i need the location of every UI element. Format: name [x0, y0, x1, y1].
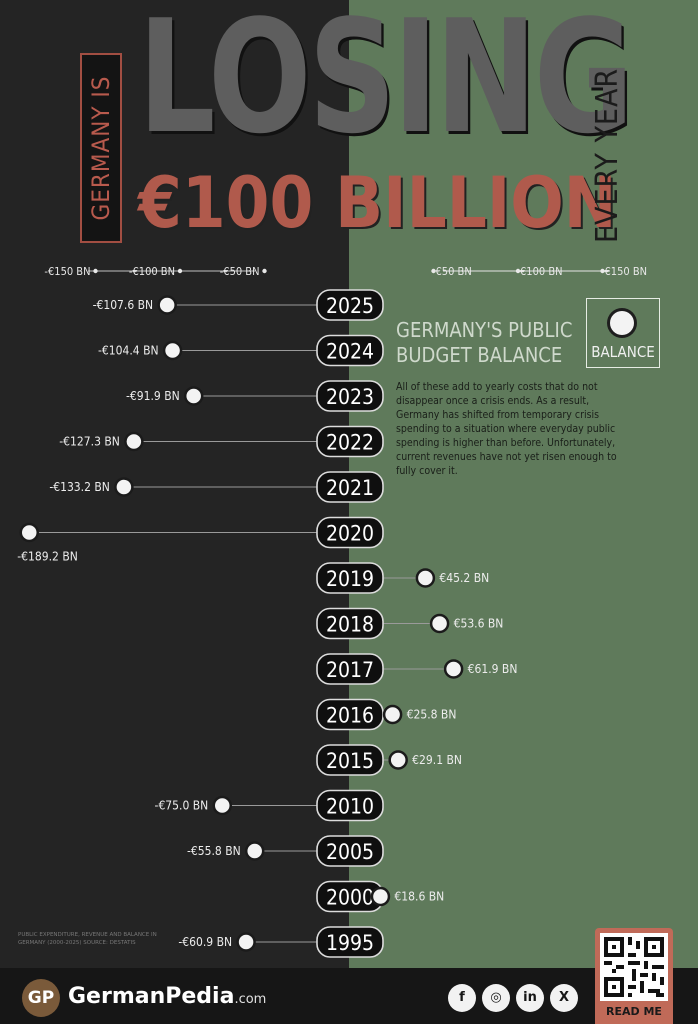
read-me-qr[interactable]: READ ME	[595, 928, 673, 1024]
value-label-2019: €45.2 BN	[439, 571, 489, 585]
year-label-2021: 2021	[326, 476, 374, 500]
year-pill-1995	[316, 926, 384, 958]
value-label-2025: -€107.6 BN	[93, 298, 154, 312]
amount-headline: €100 BILLION	[138, 162, 617, 244]
budget-balance-chart: -€150 BN -€100 BN -€50 BN €50 BN €100 BN €150…	[17, 265, 648, 958]
axis-tick-label-2: -€50 BN	[220, 265, 260, 278]
axis-tick-label-1: -€100 BN	[129, 265, 175, 278]
year-pill-2005	[316, 835, 384, 867]
axis-tick-label-5: €150 BN	[605, 265, 648, 278]
year-pill-2021	[316, 471, 384, 503]
data-point-2017	[443, 659, 464, 679]
year-label-2016: 2016	[326, 704, 374, 728]
read-me-label: READ ME	[606, 1005, 662, 1018]
data-point-2025	[157, 295, 177, 315]
data-point-2019	[415, 568, 436, 588]
footer	[0, 968, 698, 1024]
value-label-2022: -€127.3 BN	[59, 435, 120, 449]
value-label-1995: -€60.9 BN	[178, 935, 232, 949]
axis-tick-2	[262, 268, 267, 274]
axis-tick-1	[177, 268, 183, 274]
data-point-2018	[429, 613, 450, 634]
year-label-2022: 2022	[326, 431, 374, 455]
data-point-2023	[183, 386, 204, 406]
panel-title: GERMANY'S PUBLIC BUDGET BALANCE	[396, 318, 573, 367]
linkedin-icon[interactable]: in	[516, 984, 544, 1012]
brand-suffix: .com	[234, 992, 267, 1007]
value-label-2017: €61.9 BN	[468, 662, 518, 676]
legend: BALANCE	[586, 298, 660, 368]
year-pill-2010	[316, 789, 384, 822]
year-pill-2022	[316, 425, 384, 458]
value-label-2018: €53.6 BN	[454, 617, 504, 631]
data-point-2000	[370, 886, 391, 907]
qr-code-icon	[600, 933, 668, 1001]
year-pill-2019	[316, 562, 384, 594]
data-point-2015	[388, 750, 408, 770]
year-pill-2023	[316, 380, 384, 412]
year-label-2005: 2005	[326, 840, 374, 864]
data-point-2021	[114, 477, 134, 497]
value-label-2024: -€104.4 BN	[98, 344, 159, 358]
value-label-2016: €25.8 BN	[407, 708, 457, 722]
axis-tick-label-3: €50 BN	[436, 265, 472, 278]
year-label-2024: 2024	[326, 340, 374, 364]
data-point-1995	[236, 932, 256, 952]
legend-dot-icon	[610, 311, 634, 335]
left-background	[0, 0, 349, 968]
axis-tick-label-0: -€150 BN	[44, 265, 90, 278]
panel-description: All of these add to yearly costs that do…	[396, 381, 617, 477]
year-pill-2018	[316, 607, 384, 640]
source-note: PUBLIC EXPENDITURE, REVENUE AND BALANCE …	[18, 932, 157, 946]
axis-tick-3	[431, 268, 436, 274]
instagram-icon[interactable]: ◎	[482, 984, 510, 1012]
year-label-2019: 2019	[326, 567, 374, 591]
year-label-2018: 2018	[326, 613, 374, 637]
year-label-2023: 2023	[326, 385, 374, 409]
data-point-2010	[212, 795, 232, 816]
value-label-2010: -€75.0 BN	[155, 799, 209, 813]
year-label-2010: 2010	[326, 795, 374, 819]
data-point-2005	[244, 841, 265, 861]
x-twitter-icon[interactable]: X	[550, 984, 578, 1012]
right-background	[349, 0, 698, 968]
year-label-1995: 1995	[326, 931, 374, 955]
data-point-2020	[19, 522, 40, 543]
legend-label: BALANCE	[591, 343, 655, 361]
axis-tick-5	[600, 268, 605, 274]
axis-tick-label-4: €100 BN	[520, 265, 563, 278]
value-label-2023: -€91.9 BN	[126, 389, 180, 403]
logo-icon[interactable]: GP	[22, 979, 60, 1017]
facebook-icon[interactable]: f	[448, 984, 476, 1012]
data-point-2022	[124, 431, 144, 452]
year-label-2015: 2015	[326, 749, 374, 773]
year-label-2025: 2025	[326, 294, 374, 318]
year-pill-2015	[316, 744, 384, 776]
year-pill-2020	[316, 516, 384, 549]
value-label-2021: -€133.2 BN	[49, 480, 110, 494]
data-point-2016	[382, 704, 403, 725]
axis-tick-0	[93, 268, 98, 274]
value-label-2000: €18.6 BN	[394, 890, 444, 904]
year-pill-2024	[316, 334, 384, 367]
value-label-2020: -€189.2 BN	[17, 550, 78, 564]
axis-tick-4	[515, 268, 521, 274]
year-pill-2017	[316, 653, 384, 685]
data-point-2024	[162, 340, 183, 361]
brand-link[interactable]: GermanPedia.com	[68, 984, 266, 1009]
value-label-2005: -€55.8 BN	[187, 844, 241, 858]
value-label-2015: €29.1 BN	[412, 753, 462, 767]
year-pill-2025	[316, 289, 384, 321]
brand-name: GermanPedia	[68, 984, 235, 1009]
year-label-2020: 2020	[326, 522, 374, 546]
year-label-2000: 2000	[326, 886, 374, 910]
year-label-2017: 2017	[326, 658, 374, 682]
